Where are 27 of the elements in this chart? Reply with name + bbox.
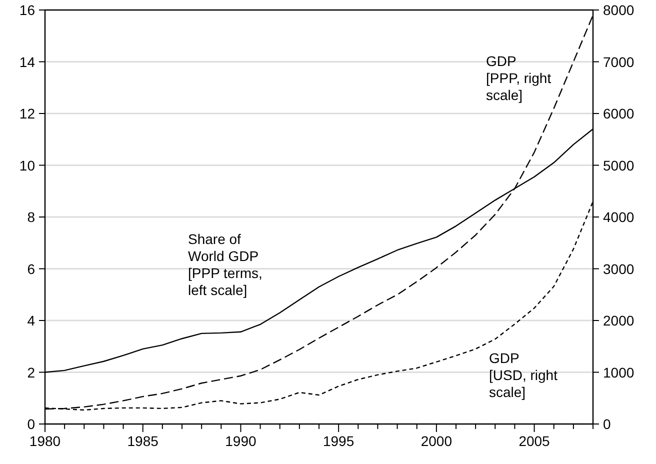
y-tick-label: 2: [27, 364, 36, 380]
y-tick-label: 14: [19, 54, 36, 70]
y2-tick-label: 0: [603, 416, 611, 432]
y2-tick-label: 7000: [603, 54, 634, 70]
x-tick-label: 1985: [127, 433, 159, 449]
y-tick-label: 8: [27, 209, 36, 225]
x-tick-label: 2000: [420, 433, 452, 449]
x-tick-label: 1980: [29, 433, 61, 449]
x-tick-label: 1990: [225, 433, 256, 449]
y-tick-label: 12: [19, 106, 36, 122]
y2-tick-label: 6000: [603, 106, 634, 122]
y2-tick-label: 4000: [603, 209, 634, 225]
x-tick-label: 2005: [518, 433, 550, 449]
y2-tick-label: 3000: [603, 260, 634, 277]
y2-tick-label: 2000: [603, 312, 634, 328]
y-tick-label: 0: [27, 416, 36, 432]
y2-tick-label: 8000: [603, 2, 634, 18]
y-tick-label: 4: [27, 312, 36, 328]
y2-tick-label: 1000: [603, 364, 634, 380]
y2-tick-label: 5000: [603, 157, 634, 174]
x-tick-label: 1995: [322, 433, 354, 449]
y-tick-label: 16: [19, 2, 36, 18]
y-tick-label: 10: [19, 157, 36, 174]
y-tick-label: 6: [27, 260, 36, 277]
series-label: GDP [PPP, right scale]: [486, 53, 552, 103]
series-label: GDP [USD, right scale]: [489, 350, 558, 400]
series-label: Share of World GDP [PPP terms, left scale]: [188, 231, 262, 298]
